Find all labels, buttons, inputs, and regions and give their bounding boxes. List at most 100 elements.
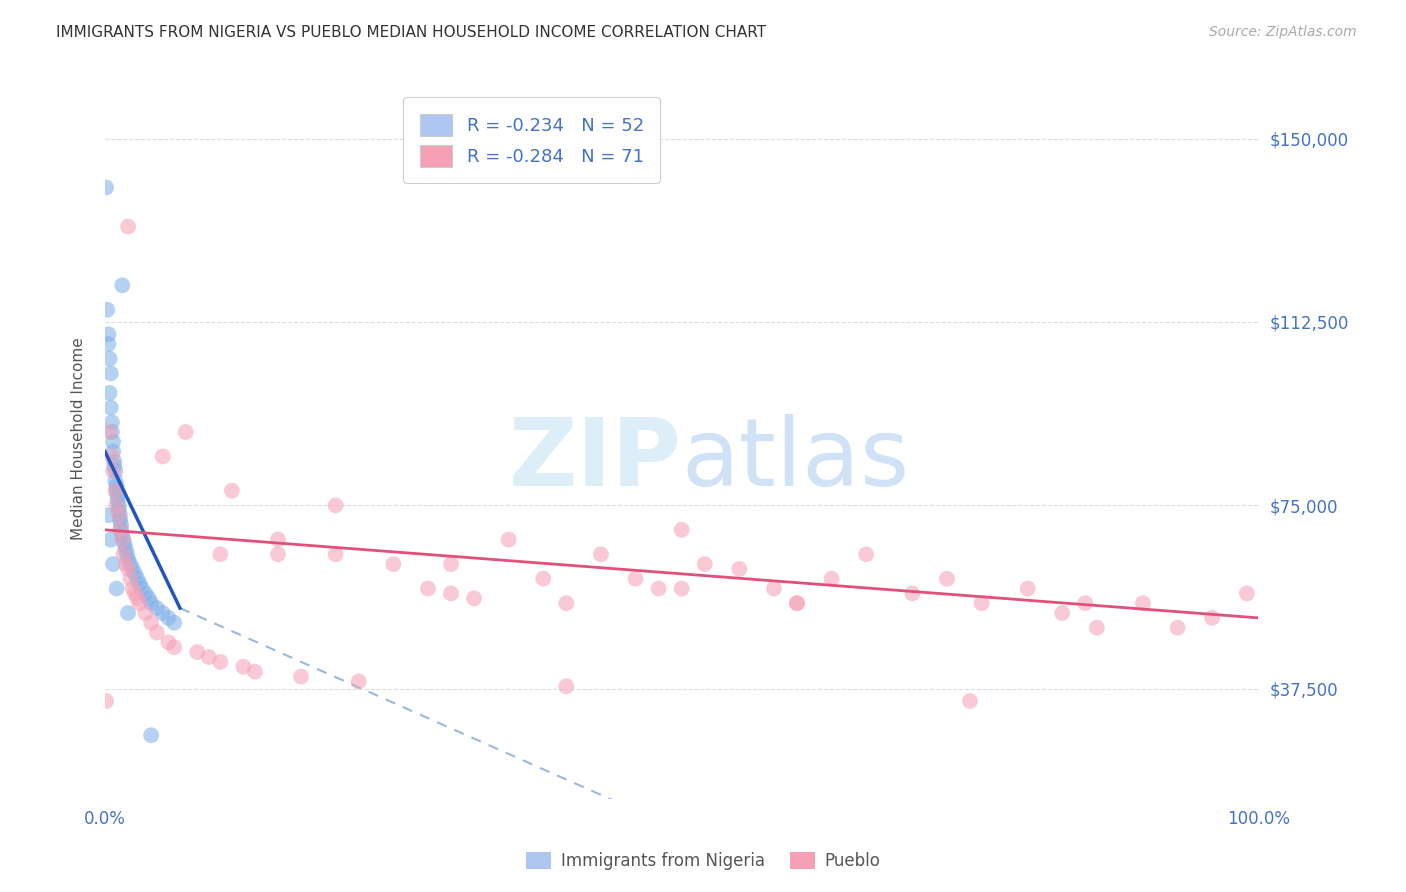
Text: atlas: atlas bbox=[682, 414, 910, 506]
Point bbox=[163, 640, 186, 655]
Point bbox=[100, 367, 122, 381]
Point bbox=[901, 586, 924, 600]
Point bbox=[134, 586, 156, 600]
Point bbox=[98, 351, 121, 366]
Point bbox=[98, 425, 121, 439]
Point bbox=[110, 523, 132, 537]
Point bbox=[97, 337, 120, 351]
Point bbox=[101, 425, 124, 439]
Text: ZIP: ZIP bbox=[509, 414, 682, 506]
Point bbox=[1132, 596, 1154, 610]
Point bbox=[98, 385, 121, 400]
Point bbox=[112, 547, 135, 561]
Point bbox=[110, 518, 132, 533]
Point bbox=[555, 679, 578, 693]
Point bbox=[101, 557, 124, 571]
Point bbox=[531, 572, 554, 586]
Point bbox=[290, 669, 312, 683]
Point bbox=[117, 562, 139, 576]
Point bbox=[146, 625, 169, 640]
Point bbox=[267, 547, 290, 561]
Point bbox=[100, 533, 122, 547]
Point bbox=[209, 655, 232, 669]
Point bbox=[1074, 596, 1097, 610]
Point bbox=[232, 660, 254, 674]
Point bbox=[111, 527, 134, 541]
Point bbox=[101, 415, 124, 429]
Point bbox=[416, 582, 439, 596]
Point bbox=[1167, 621, 1189, 635]
Point bbox=[114, 557, 136, 571]
Point bbox=[101, 450, 124, 464]
Point bbox=[105, 582, 128, 596]
Point bbox=[152, 450, 174, 464]
Point bbox=[382, 557, 405, 571]
Point bbox=[1085, 621, 1108, 635]
Point bbox=[152, 606, 174, 620]
Point bbox=[117, 219, 139, 234]
Point bbox=[104, 464, 127, 478]
Point bbox=[671, 582, 693, 596]
Y-axis label: Median Household Income: Median Household Income bbox=[72, 337, 86, 540]
Point bbox=[347, 674, 370, 689]
Legend: R = -0.234   N = 52, R = -0.284   N = 71: R = -0.234 N = 52, R = -0.284 N = 71 bbox=[404, 97, 659, 183]
Point bbox=[108, 508, 131, 523]
Point bbox=[108, 508, 131, 523]
Point bbox=[855, 547, 877, 561]
Point bbox=[209, 547, 232, 561]
Point bbox=[120, 557, 142, 571]
Point bbox=[440, 557, 463, 571]
Point bbox=[96, 302, 118, 317]
Point bbox=[174, 425, 197, 439]
Point bbox=[104, 474, 127, 488]
Point bbox=[157, 611, 180, 625]
Point bbox=[108, 499, 131, 513]
Point bbox=[1017, 582, 1039, 596]
Point bbox=[94, 694, 117, 708]
Point bbox=[117, 552, 139, 566]
Point bbox=[105, 479, 128, 493]
Point bbox=[94, 180, 117, 194]
Point bbox=[325, 499, 347, 513]
Point bbox=[221, 483, 243, 498]
Point bbox=[693, 557, 716, 571]
Point bbox=[325, 547, 347, 561]
Point bbox=[163, 615, 186, 630]
Point bbox=[186, 645, 208, 659]
Point bbox=[107, 493, 129, 508]
Point bbox=[440, 586, 463, 600]
Point bbox=[555, 596, 578, 610]
Point bbox=[115, 547, 138, 561]
Point bbox=[111, 278, 134, 293]
Point bbox=[117, 606, 139, 620]
Point bbox=[786, 596, 808, 610]
Point bbox=[647, 582, 669, 596]
Point bbox=[935, 572, 957, 586]
Point bbox=[114, 537, 136, 551]
Point bbox=[121, 582, 143, 596]
Point bbox=[105, 499, 128, 513]
Point bbox=[128, 576, 150, 591]
Point bbox=[139, 615, 162, 630]
Point bbox=[103, 459, 125, 474]
Point bbox=[107, 489, 129, 503]
Point bbox=[671, 523, 693, 537]
Point bbox=[1201, 611, 1223, 625]
Point bbox=[97, 508, 120, 523]
Text: Source: ZipAtlas.com: Source: ZipAtlas.com bbox=[1209, 25, 1357, 39]
Point bbox=[128, 596, 150, 610]
Point bbox=[108, 513, 131, 527]
Point bbox=[108, 503, 131, 517]
Point bbox=[101, 444, 124, 458]
Point bbox=[139, 596, 162, 610]
Point bbox=[267, 533, 290, 547]
Point bbox=[101, 464, 124, 478]
Point bbox=[762, 582, 785, 596]
Point bbox=[243, 665, 266, 679]
Point bbox=[197, 650, 219, 665]
Point bbox=[146, 601, 169, 615]
Point bbox=[101, 434, 124, 449]
Point bbox=[139, 728, 162, 742]
Point bbox=[97, 327, 120, 342]
Point bbox=[463, 591, 485, 606]
